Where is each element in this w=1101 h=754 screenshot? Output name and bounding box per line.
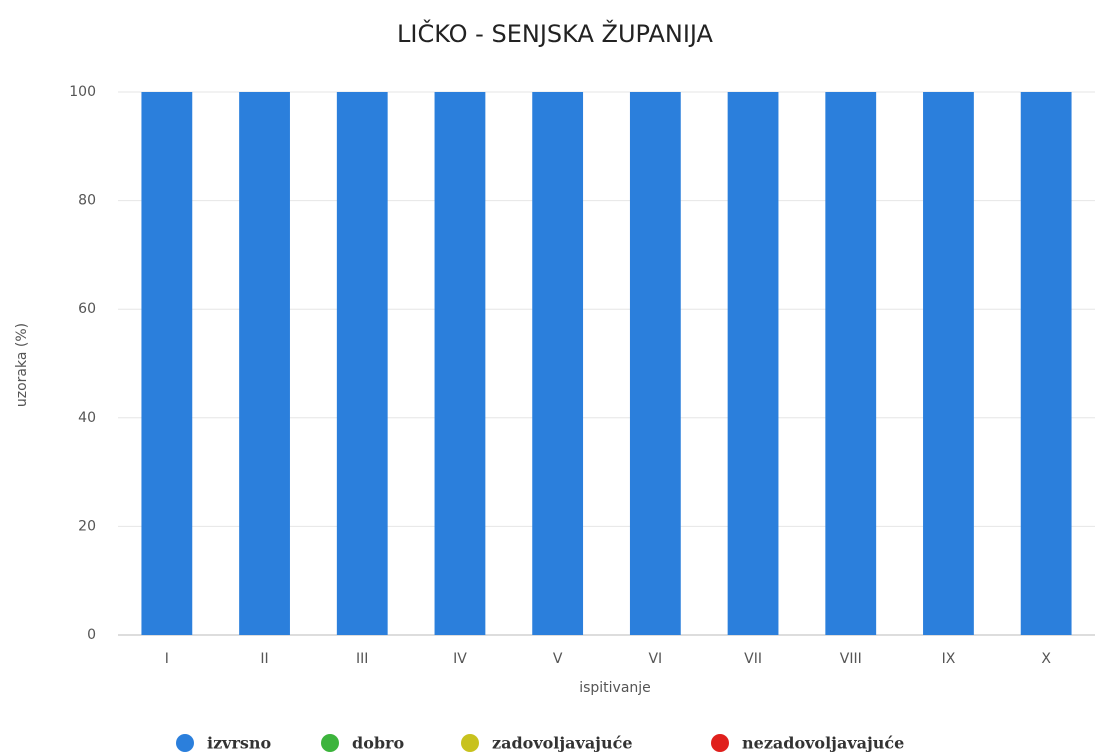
bar [629, 92, 681, 635]
chart-title: LIČKO - SENJSKA ŽUPANIJA [397, 18, 714, 48]
legend-marker [461, 734, 479, 752]
bar [239, 92, 290, 635]
legend-label: dobro [352, 734, 404, 753]
x-tick-label: II [260, 651, 268, 667]
x-tick-label: VII [744, 651, 762, 667]
bar [141, 92, 193, 635]
y-tick-label: 100 [69, 84, 96, 100]
legend-marker [321, 734, 339, 752]
x-tick-label: V [553, 651, 563, 667]
y-tick-label: 80 [78, 193, 96, 209]
bar [1020, 92, 1072, 635]
x-tick-label: VI [648, 651, 662, 667]
x-axis-label: ispitivanje [579, 680, 651, 696]
bar [727, 92, 779, 635]
legend-label: izvrsno [207, 734, 272, 753]
x-tick-label: IX [942, 651, 956, 667]
y-tick-label: 0 [87, 627, 96, 643]
x-tick-label: III [356, 651, 368, 667]
legend-label: nezadovoljavajuće [742, 734, 904, 753]
y-tick-label: 40 [78, 410, 96, 426]
y-tick-label: 20 [78, 518, 96, 534]
x-tick-label: I [165, 651, 169, 667]
x-tick-label: IV [453, 651, 467, 667]
x-tick-label: X [1041, 651, 1051, 667]
bar [825, 92, 877, 635]
bar [532, 92, 584, 635]
bar [336, 92, 388, 635]
y-tick-label: 60 [78, 301, 96, 317]
y-axis-label: uzoraka (%) [14, 323, 30, 407]
legend-marker [711, 734, 729, 752]
bar [434, 92, 486, 635]
legend-label: zadovoljavajuće [492, 734, 633, 753]
bar [923, 92, 974, 635]
legend-marker [176, 734, 194, 752]
x-tick-label: VIII [840, 651, 862, 667]
